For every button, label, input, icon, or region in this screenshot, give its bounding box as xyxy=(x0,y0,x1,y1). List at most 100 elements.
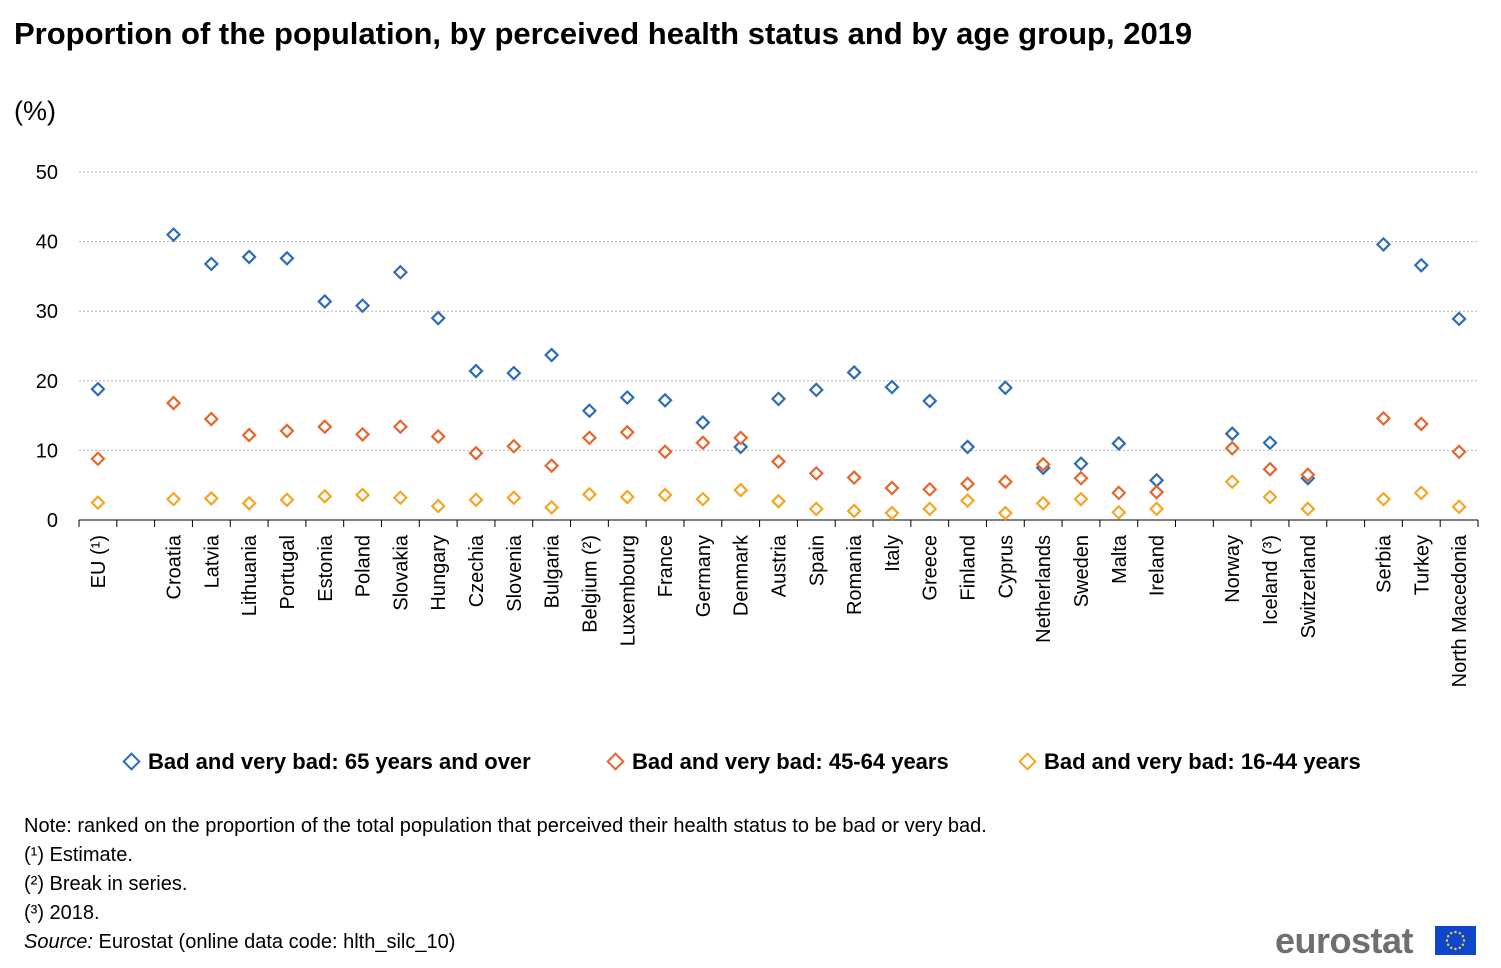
marker-16-44 xyxy=(619,489,635,505)
marker-65-plus xyxy=(1375,236,1392,252)
marker-16-44 xyxy=(959,492,976,509)
marker-65-plus xyxy=(430,310,446,326)
y-tick-label: 0 xyxy=(47,510,58,532)
marker-16-44 xyxy=(1451,499,1467,515)
chart-legend: Bad and very bad: 65 years and over Bad … xyxy=(0,748,1501,778)
marker-65-plus xyxy=(1451,311,1467,327)
legend-marker-65-plus xyxy=(122,751,141,771)
x-tick-label: Italy xyxy=(882,535,904,572)
eurostat-logo-text: eurostat xyxy=(1275,920,1414,961)
marker-16-44 xyxy=(657,487,673,503)
marker-16-44 xyxy=(392,490,408,506)
marker-45-64 xyxy=(1073,470,1089,486)
x-tick-label: Romania xyxy=(844,534,866,615)
marker-16-44 xyxy=(1375,491,1392,507)
x-tick-label: Finland xyxy=(958,535,980,601)
x-tick-label: Spain xyxy=(806,535,828,586)
eu-flag-icon xyxy=(1435,926,1476,955)
legend-label-65-plus: Bad and very bad: 65 years and over xyxy=(148,749,531,774)
marker-16-44 xyxy=(544,499,560,516)
x-tick-label: Malta xyxy=(1109,534,1131,584)
legend-label-45-64: Bad and very bad: 45-64 years xyxy=(632,749,949,774)
x-tick-label: Hungary xyxy=(428,535,450,611)
marker-45-64 xyxy=(770,453,787,470)
marker-45-64 xyxy=(90,451,106,467)
marker-65-plus xyxy=(1262,435,1278,451)
marker-16-44 xyxy=(1073,491,1089,507)
chart-title: Proportion of the population, by perceiv… xyxy=(14,16,1193,51)
legend-marker-16-44 xyxy=(1018,751,1037,771)
marker-16-44 xyxy=(1300,501,1316,517)
marker-45-64 xyxy=(203,411,219,427)
marker-65-plus xyxy=(165,227,182,243)
marker-65-plus xyxy=(468,363,484,379)
marker-65-plus xyxy=(1073,456,1089,472)
chart-notes: Note: ranked on the proportion of the to… xyxy=(24,812,987,957)
x-tick-label: Turkey xyxy=(1411,535,1433,595)
marker-45-64 xyxy=(392,419,408,435)
x-tick-label: France xyxy=(655,535,677,597)
marker-65-plus xyxy=(203,256,219,272)
x-tick-label: Switzerland xyxy=(1298,535,1320,638)
marker-45-64 xyxy=(884,480,900,496)
marker-65-plus xyxy=(355,298,371,314)
y-tick-label: 10 xyxy=(36,440,58,462)
marker-16-44 xyxy=(695,491,711,507)
ranking-note: Note: ranked on the proportion of the to… xyxy=(24,815,987,837)
marker-45-64 xyxy=(1300,467,1316,483)
marker-45-64 xyxy=(317,419,333,435)
x-tick-label: Greece xyxy=(920,535,942,601)
marker-16-44 xyxy=(90,495,106,511)
x-tick-label: Cyprus xyxy=(995,535,1017,598)
marker-45-64 xyxy=(846,469,862,486)
marker-65-plus xyxy=(241,249,257,265)
x-tick-label: Ireland xyxy=(1147,535,1169,596)
marker-45-64 xyxy=(506,438,522,454)
marker-16-44 xyxy=(1413,485,1429,501)
marker-65-plus xyxy=(1224,426,1240,442)
marker-65-plus xyxy=(279,250,295,266)
x-tick-label: Iceland (³) xyxy=(1260,535,1282,625)
marker-45-64 xyxy=(355,426,371,442)
footnote-2: (²) Break in series. xyxy=(24,873,188,895)
marker-65-plus xyxy=(544,347,560,363)
x-tick-label: Slovakia xyxy=(390,534,412,610)
marker-65-plus xyxy=(922,393,938,409)
x-tick-label: Poland xyxy=(353,535,375,597)
x-tick-label: North Macedonia xyxy=(1449,534,1471,687)
marker-16-44 xyxy=(1035,495,1051,511)
marker-45-64 xyxy=(695,435,711,451)
marker-65-plus xyxy=(733,439,749,455)
x-tick-label: Croatia xyxy=(164,534,186,599)
marker-45-64 xyxy=(959,476,976,492)
marker-65-plus xyxy=(619,389,635,406)
x-tick-label: Belgium (²) xyxy=(579,535,601,633)
marker-16-44 xyxy=(468,492,484,508)
marker-16-44 xyxy=(203,490,219,506)
y-tick-label: 40 xyxy=(36,232,58,254)
marker-16-44 xyxy=(241,495,257,511)
marker-16-44 xyxy=(1149,501,1165,517)
marker-45-64 xyxy=(165,395,182,411)
marker-45-64 xyxy=(1413,416,1429,432)
x-tick-label: EU (¹) xyxy=(88,535,110,588)
x-tick-label: Lithuania xyxy=(239,534,261,616)
chart-unit: (%) xyxy=(14,96,56,126)
marker-65-plus xyxy=(884,379,900,395)
y-tick-label: 50 xyxy=(36,162,58,184)
marker-45-64 xyxy=(1451,444,1467,460)
marker-45-64 xyxy=(581,430,598,446)
marker-45-64 xyxy=(430,428,446,445)
marker-45-64 xyxy=(922,481,938,497)
x-tick-label: Bulgaria xyxy=(542,534,564,608)
marker-16-44 xyxy=(884,505,900,521)
marker-45-64 xyxy=(468,445,484,461)
marker-16-44 xyxy=(1262,489,1278,505)
marker-45-64 xyxy=(808,465,824,481)
marker-65-plus xyxy=(657,392,673,408)
marker-45-64 xyxy=(241,427,257,443)
marker-65-plus xyxy=(1149,472,1165,488)
marker-65-plus xyxy=(846,364,862,381)
marker-45-64 xyxy=(1375,410,1392,426)
marker-16-44 xyxy=(997,505,1013,521)
